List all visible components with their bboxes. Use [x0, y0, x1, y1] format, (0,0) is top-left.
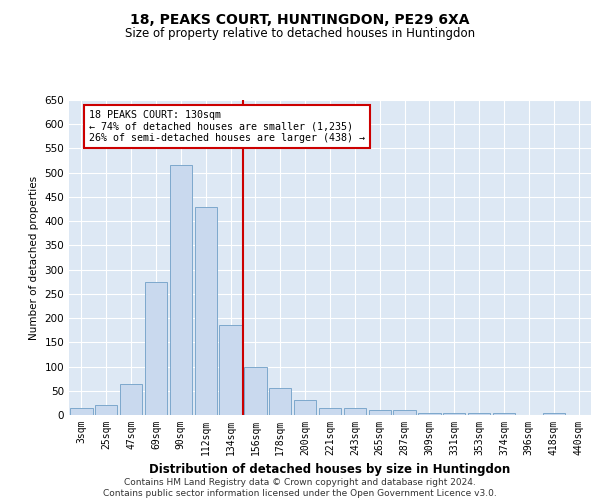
- Bar: [244, 366, 266, 415]
- Text: 18, PEAKS COURT, HUNTINGDON, PE29 6XA: 18, PEAKS COURT, HUNTINGDON, PE29 6XA: [130, 12, 470, 26]
- Bar: [368, 410, 391, 415]
- Bar: [394, 410, 416, 415]
- Bar: [468, 412, 490, 415]
- Bar: [344, 408, 366, 415]
- Bar: [120, 384, 142, 415]
- X-axis label: Distribution of detached houses by size in Huntingdon: Distribution of detached houses by size …: [149, 464, 511, 476]
- Text: Size of property relative to detached houses in Huntingdon: Size of property relative to detached ho…: [125, 28, 475, 40]
- Bar: [145, 282, 167, 415]
- Bar: [443, 412, 466, 415]
- Bar: [418, 412, 440, 415]
- Y-axis label: Number of detached properties: Number of detached properties: [29, 176, 39, 340]
- Bar: [319, 408, 341, 415]
- Bar: [170, 166, 192, 415]
- Bar: [194, 206, 217, 415]
- Bar: [294, 400, 316, 415]
- Bar: [493, 412, 515, 415]
- Text: Contains HM Land Registry data © Crown copyright and database right 2024.
Contai: Contains HM Land Registry data © Crown c…: [103, 478, 497, 498]
- Bar: [220, 326, 242, 415]
- Bar: [542, 412, 565, 415]
- Bar: [269, 388, 292, 415]
- Bar: [70, 408, 92, 415]
- Text: 18 PEAKS COURT: 130sqm
← 74% of detached houses are smaller (1,235)
26% of semi-: 18 PEAKS COURT: 130sqm ← 74% of detached…: [89, 110, 365, 143]
- Bar: [95, 406, 118, 415]
